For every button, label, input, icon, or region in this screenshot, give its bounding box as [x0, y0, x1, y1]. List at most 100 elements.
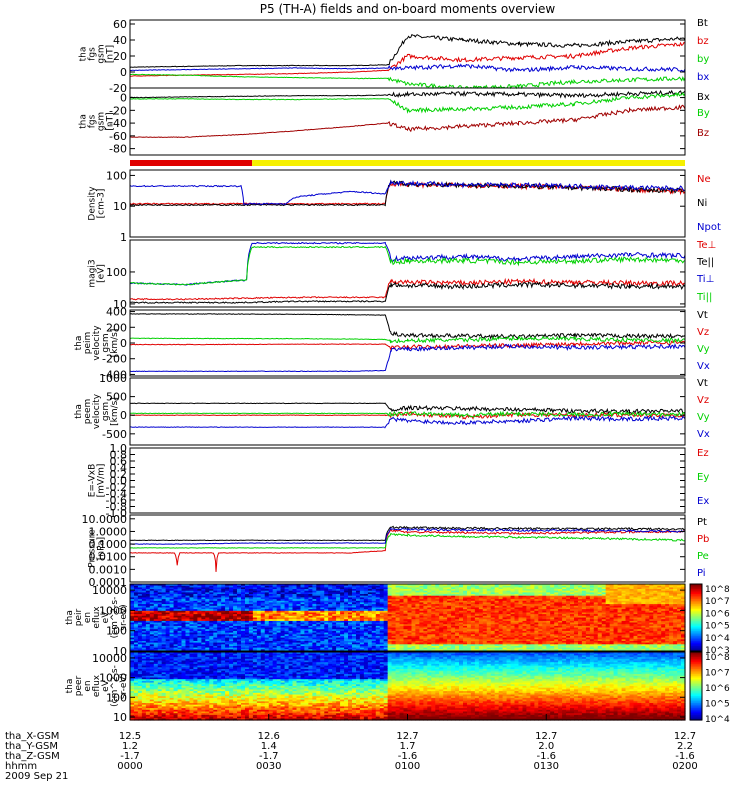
spectrogram-cell: [292, 592, 298, 595]
spectrogram-cell: [593, 597, 599, 600]
spectrogram-cell: [498, 644, 504, 647]
spectrogram-cell: [439, 595, 444, 598]
spectrogram-cell: [177, 625, 183, 629]
spectrogram-cell: [542, 639, 547, 642]
spectrogram-cell: [153, 627, 159, 630]
spectrogram-cell: [344, 610, 349, 614]
spectrogram-cell: [284, 610, 290, 614]
spectrogram-cell: [494, 612, 500, 615]
spectrogram-cell: [332, 594, 337, 597]
spectrogram-cell: [470, 637, 476, 640]
spectrogram-cell: [205, 615, 210, 619]
spectrogram-cell: [248, 622, 254, 625]
spectrogram-cell: [459, 627, 464, 630]
spectrogram-cell: [165, 622, 171, 625]
spectrogram-cell: [256, 590, 262, 593]
spectrogram-cell: [169, 617, 175, 620]
spectrogram-cell: [518, 614, 524, 617]
spectrogram-cell: [134, 590, 139, 593]
spectrogram-cell: [324, 632, 329, 635]
spectrogram-cell: [205, 610, 210, 614]
spectrogram-cell: [367, 647, 373, 650]
spectrogram-cell: [137, 635, 143, 639]
spectrogram-cell: [383, 607, 389, 610]
spectrogram-cell: [431, 615, 436, 619]
spectrogram-cell: [478, 587, 484, 590]
spectrogram-cell: [375, 630, 381, 634]
spectrogram-cell: [518, 635, 524, 639]
spectrogram-cell: [562, 592, 567, 595]
spectrogram-cell: [538, 600, 543, 604]
spectrogram-cell: [276, 644, 282, 647]
spectrogram-cell: [443, 609, 448, 612]
spectrogram-cell: [169, 644, 175, 647]
spectrogram-cell: [300, 610, 306, 614]
spectrogram-cell: [506, 630, 512, 634]
spectrogram-cell: [546, 641, 551, 644]
spectrogram-cell: [538, 642, 543, 645]
spectrogram-cell: [463, 612, 468, 615]
spectrogram-cell: [268, 587, 274, 590]
spectrogram-cell: [538, 615, 543, 619]
spectrogram-cell: [340, 587, 345, 590]
spectrogram-cell: [407, 635, 413, 639]
spectrogram-cell: [276, 604, 282, 607]
spectrogram-cell: [558, 639, 563, 642]
spectrogram-cell: [427, 622, 432, 625]
spectrogram-cell: [352, 639, 357, 642]
spectrogram-cell: [518, 639, 524, 642]
spectrogram-cell: [209, 649, 214, 652]
spectrogram-cell: [455, 627, 460, 630]
spectrogram-cell: [407, 614, 413, 617]
spectrogram-cell: [284, 629, 290, 632]
spectrogram-cell: [510, 634, 516, 637]
spectrogram-cell: [470, 620, 476, 624]
spectrogram-cell: [578, 622, 583, 625]
spectrogram-cell: [443, 630, 448, 634]
spectrogram-cell: [574, 641, 579, 644]
spectrogram-cell: [237, 634, 242, 637]
spectrogram-cell: [209, 617, 214, 620]
spectrogram-cell: [276, 595, 282, 598]
spectrogram-cell: [284, 620, 290, 624]
spectrogram-cell: [359, 614, 365, 617]
spectrogram-cell: [554, 625, 559, 629]
spectrogram-cell: [383, 649, 389, 652]
spectrogram-cell: [193, 602, 198, 605]
spectrogram-cell: [391, 600, 397, 604]
legend-entry: Ti||: [696, 292, 712, 303]
spectrogram-cell: [229, 625, 234, 629]
spectrogram-cell: [288, 602, 294, 605]
spectrogram-cell: [308, 610, 313, 614]
spectrogram-cell: [197, 595, 202, 598]
spectrogram-cell: [304, 610, 309, 614]
spectrogram-cell: [359, 646, 365, 649]
spectrogram-cell: [574, 607, 579, 610]
spectrogram-cell: [538, 597, 543, 600]
spectrogram-cell: [256, 597, 262, 600]
spectrogram-cell: [169, 642, 175, 645]
spectrogram-cell: [566, 585, 571, 588]
spectrogram-cell: [490, 649, 496, 652]
spectrogram-cell: [344, 630, 349, 634]
spectrogram-cell: [371, 605, 377, 609]
spectrogram-cell: [415, 644, 420, 647]
spectrogram-cell: [451, 595, 456, 598]
spectrogram-cell: [589, 607, 595, 610]
spectrogram-cell: [518, 604, 524, 607]
spectrogram-cell: [431, 594, 436, 597]
spectrogram-cell: [423, 594, 428, 597]
spectrogram-cell: [482, 630, 488, 634]
spectrogram-cell: [324, 634, 329, 637]
y-axis-label-line: [nPa]: [97, 537, 107, 560]
spectrogram-cell: [185, 617, 191, 620]
spectrogram-cell: [447, 612, 452, 615]
spectrogram-cell: [141, 630, 147, 634]
spectrogram-cell: [486, 614, 492, 617]
spectrogram-cell: [344, 612, 349, 615]
spectrogram-cell: [506, 641, 512, 644]
spectrogram-cell: [260, 610, 266, 614]
spectrogram-cell: [241, 600, 246, 604]
spectrogram-cell: [542, 646, 547, 649]
spectrogram-cell: [467, 649, 472, 652]
